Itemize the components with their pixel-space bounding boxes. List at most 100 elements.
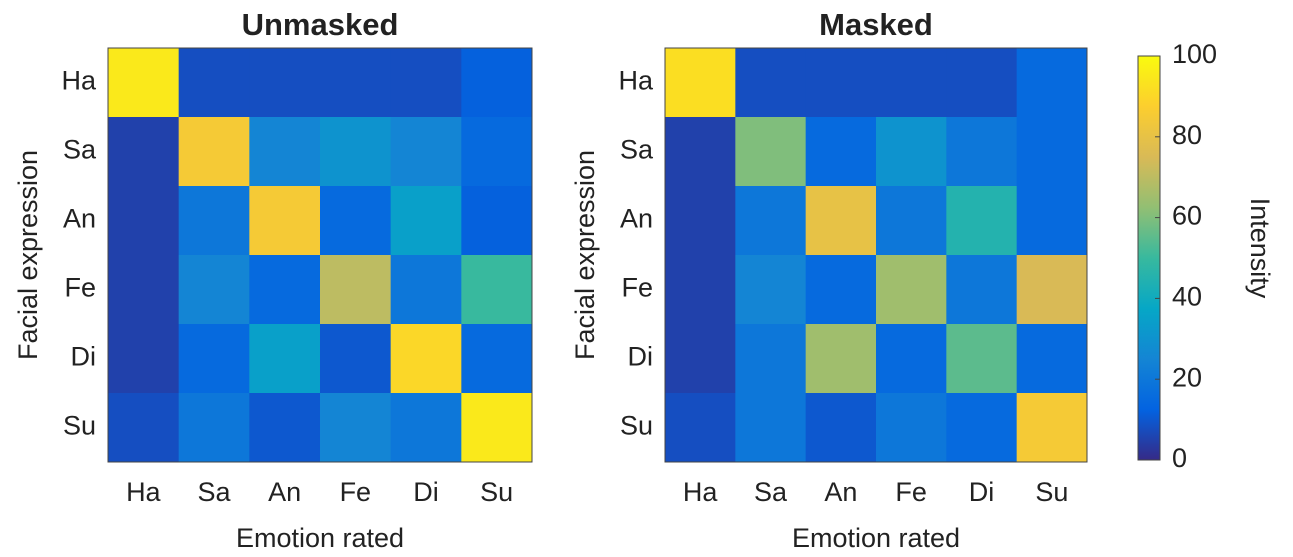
heatmap-cell bbox=[805, 186, 877, 256]
heatmap-cell bbox=[249, 393, 321, 463]
y-tick-label: Su bbox=[620, 411, 653, 441]
x-tick-label: An bbox=[824, 477, 857, 507]
heatmap-cell bbox=[249, 48, 321, 118]
heatmap-cell bbox=[946, 393, 1018, 463]
heatmap-cell bbox=[665, 186, 736, 256]
heatmap-cell bbox=[178, 117, 250, 187]
colorbar-tick-label: 60 bbox=[1172, 201, 1202, 231]
heatmap-cell bbox=[178, 48, 250, 118]
y-tick-label: An bbox=[63, 204, 96, 234]
heatmap-cell bbox=[108, 186, 180, 256]
y-axis-label: Facial expression bbox=[570, 150, 600, 360]
y-tick-label: Di bbox=[628, 342, 654, 372]
plot-frame bbox=[107, 47, 533, 463]
x-axis-label: Emotion rated bbox=[792, 523, 960, 553]
x-tick-label: Di bbox=[969, 477, 995, 507]
heatmap-cell bbox=[108, 48, 180, 118]
heatmap-cell bbox=[390, 48, 462, 118]
heatmap-cell bbox=[320, 186, 392, 256]
heatmap-cell bbox=[249, 255, 321, 325]
heatmap-cell bbox=[320, 324, 392, 394]
plot-frame bbox=[664, 47, 1088, 463]
heatmap-cell bbox=[735, 48, 807, 118]
heatmap-cell bbox=[735, 186, 807, 256]
y-tick-label: Di bbox=[71, 342, 97, 372]
heatmap-cell bbox=[1016, 255, 1088, 325]
heatmap-cell bbox=[320, 255, 392, 325]
x-tick-label: Di bbox=[413, 477, 439, 507]
heatmap-cell bbox=[320, 117, 392, 187]
heatmap-cell bbox=[390, 393, 462, 463]
heatmap-cell bbox=[461, 255, 533, 325]
heatmap-cell bbox=[805, 324, 877, 394]
y-tick-label: An bbox=[620, 204, 653, 234]
heatmap-cell bbox=[108, 255, 180, 325]
heatmap-cell bbox=[108, 393, 180, 463]
colorbar-tick-label: 80 bbox=[1172, 120, 1202, 150]
heatmap-cell bbox=[178, 186, 250, 256]
heatmap-cell bbox=[876, 186, 947, 256]
heatmap-cell bbox=[320, 48, 392, 118]
heatmap-cell bbox=[735, 393, 807, 463]
heatmap-cell bbox=[249, 117, 321, 187]
heatmap-cell bbox=[876, 324, 947, 394]
heatmap-cell bbox=[320, 393, 392, 463]
y-axis-label: Facial expression bbox=[13, 150, 43, 360]
heatmap-cell bbox=[178, 393, 250, 463]
x-tick-label: Su bbox=[1035, 477, 1068, 507]
heatmap-cell bbox=[665, 48, 736, 118]
x-tick-label: Ha bbox=[683, 477, 718, 507]
x-tick-label: Fe bbox=[895, 477, 927, 507]
colorbar-tick-label: 0 bbox=[1172, 443, 1187, 473]
x-tick-label: Sa bbox=[197, 477, 231, 507]
heatmap-cell bbox=[876, 117, 947, 187]
heatmap-cell bbox=[805, 48, 877, 118]
x-tick-label: Ha bbox=[126, 477, 161, 507]
heatmap-cell bbox=[665, 393, 736, 463]
heatmap-cell bbox=[461, 324, 533, 394]
heatmap-cell bbox=[946, 255, 1018, 325]
heatmap-cell bbox=[735, 117, 807, 187]
y-tick-label: Sa bbox=[620, 135, 654, 165]
x-tick-label: Su bbox=[480, 477, 513, 507]
y-tick-label: Sa bbox=[63, 135, 97, 165]
heatmap-cell bbox=[249, 186, 321, 256]
colorbar-label: Intensity bbox=[1245, 198, 1275, 299]
heatmap-cell bbox=[665, 255, 736, 325]
heatmap-cell bbox=[946, 48, 1018, 118]
x-tick-label: Sa bbox=[754, 477, 788, 507]
y-tick-label: Ha bbox=[61, 66, 96, 96]
heatmap-cell bbox=[876, 48, 947, 118]
heatmap-cell bbox=[876, 393, 947, 463]
heatmap-cell bbox=[461, 393, 533, 463]
heatmap-cell bbox=[461, 186, 533, 256]
heatmap-cell bbox=[390, 255, 462, 325]
chart-title: Unmasked bbox=[242, 7, 399, 42]
y-tick-label: Ha bbox=[618, 66, 653, 96]
heatmap-cell bbox=[1016, 393, 1088, 463]
heatmap-cell bbox=[946, 324, 1018, 394]
heatmap-cell bbox=[1016, 324, 1088, 394]
heatmap-cell bbox=[108, 117, 180, 187]
heatmap-cell bbox=[665, 117, 736, 187]
heatmap-cell bbox=[1016, 117, 1088, 187]
heatmap-cell bbox=[1016, 186, 1088, 256]
heatmap-cell bbox=[108, 324, 180, 394]
x-tick-label: Fe bbox=[340, 477, 372, 507]
heatmap-cell bbox=[805, 117, 877, 187]
x-axis-label: Emotion rated bbox=[236, 523, 404, 553]
heatmap-cell bbox=[390, 117, 462, 187]
colorbar-tick-label: 20 bbox=[1172, 362, 1202, 392]
heatmap-cell bbox=[735, 324, 807, 394]
heatmap-cell bbox=[946, 117, 1018, 187]
heatmap-cell bbox=[178, 324, 250, 394]
x-tick-label: An bbox=[268, 477, 301, 507]
heatmap-cell bbox=[805, 255, 877, 325]
heatmap-cell bbox=[1016, 48, 1088, 118]
heatmap-cell bbox=[390, 324, 462, 394]
heatmap-cell bbox=[876, 255, 947, 325]
colorbar-tick-label: 40 bbox=[1172, 282, 1202, 312]
heatmap-cell bbox=[665, 324, 736, 394]
heatmap-cell bbox=[461, 117, 533, 187]
